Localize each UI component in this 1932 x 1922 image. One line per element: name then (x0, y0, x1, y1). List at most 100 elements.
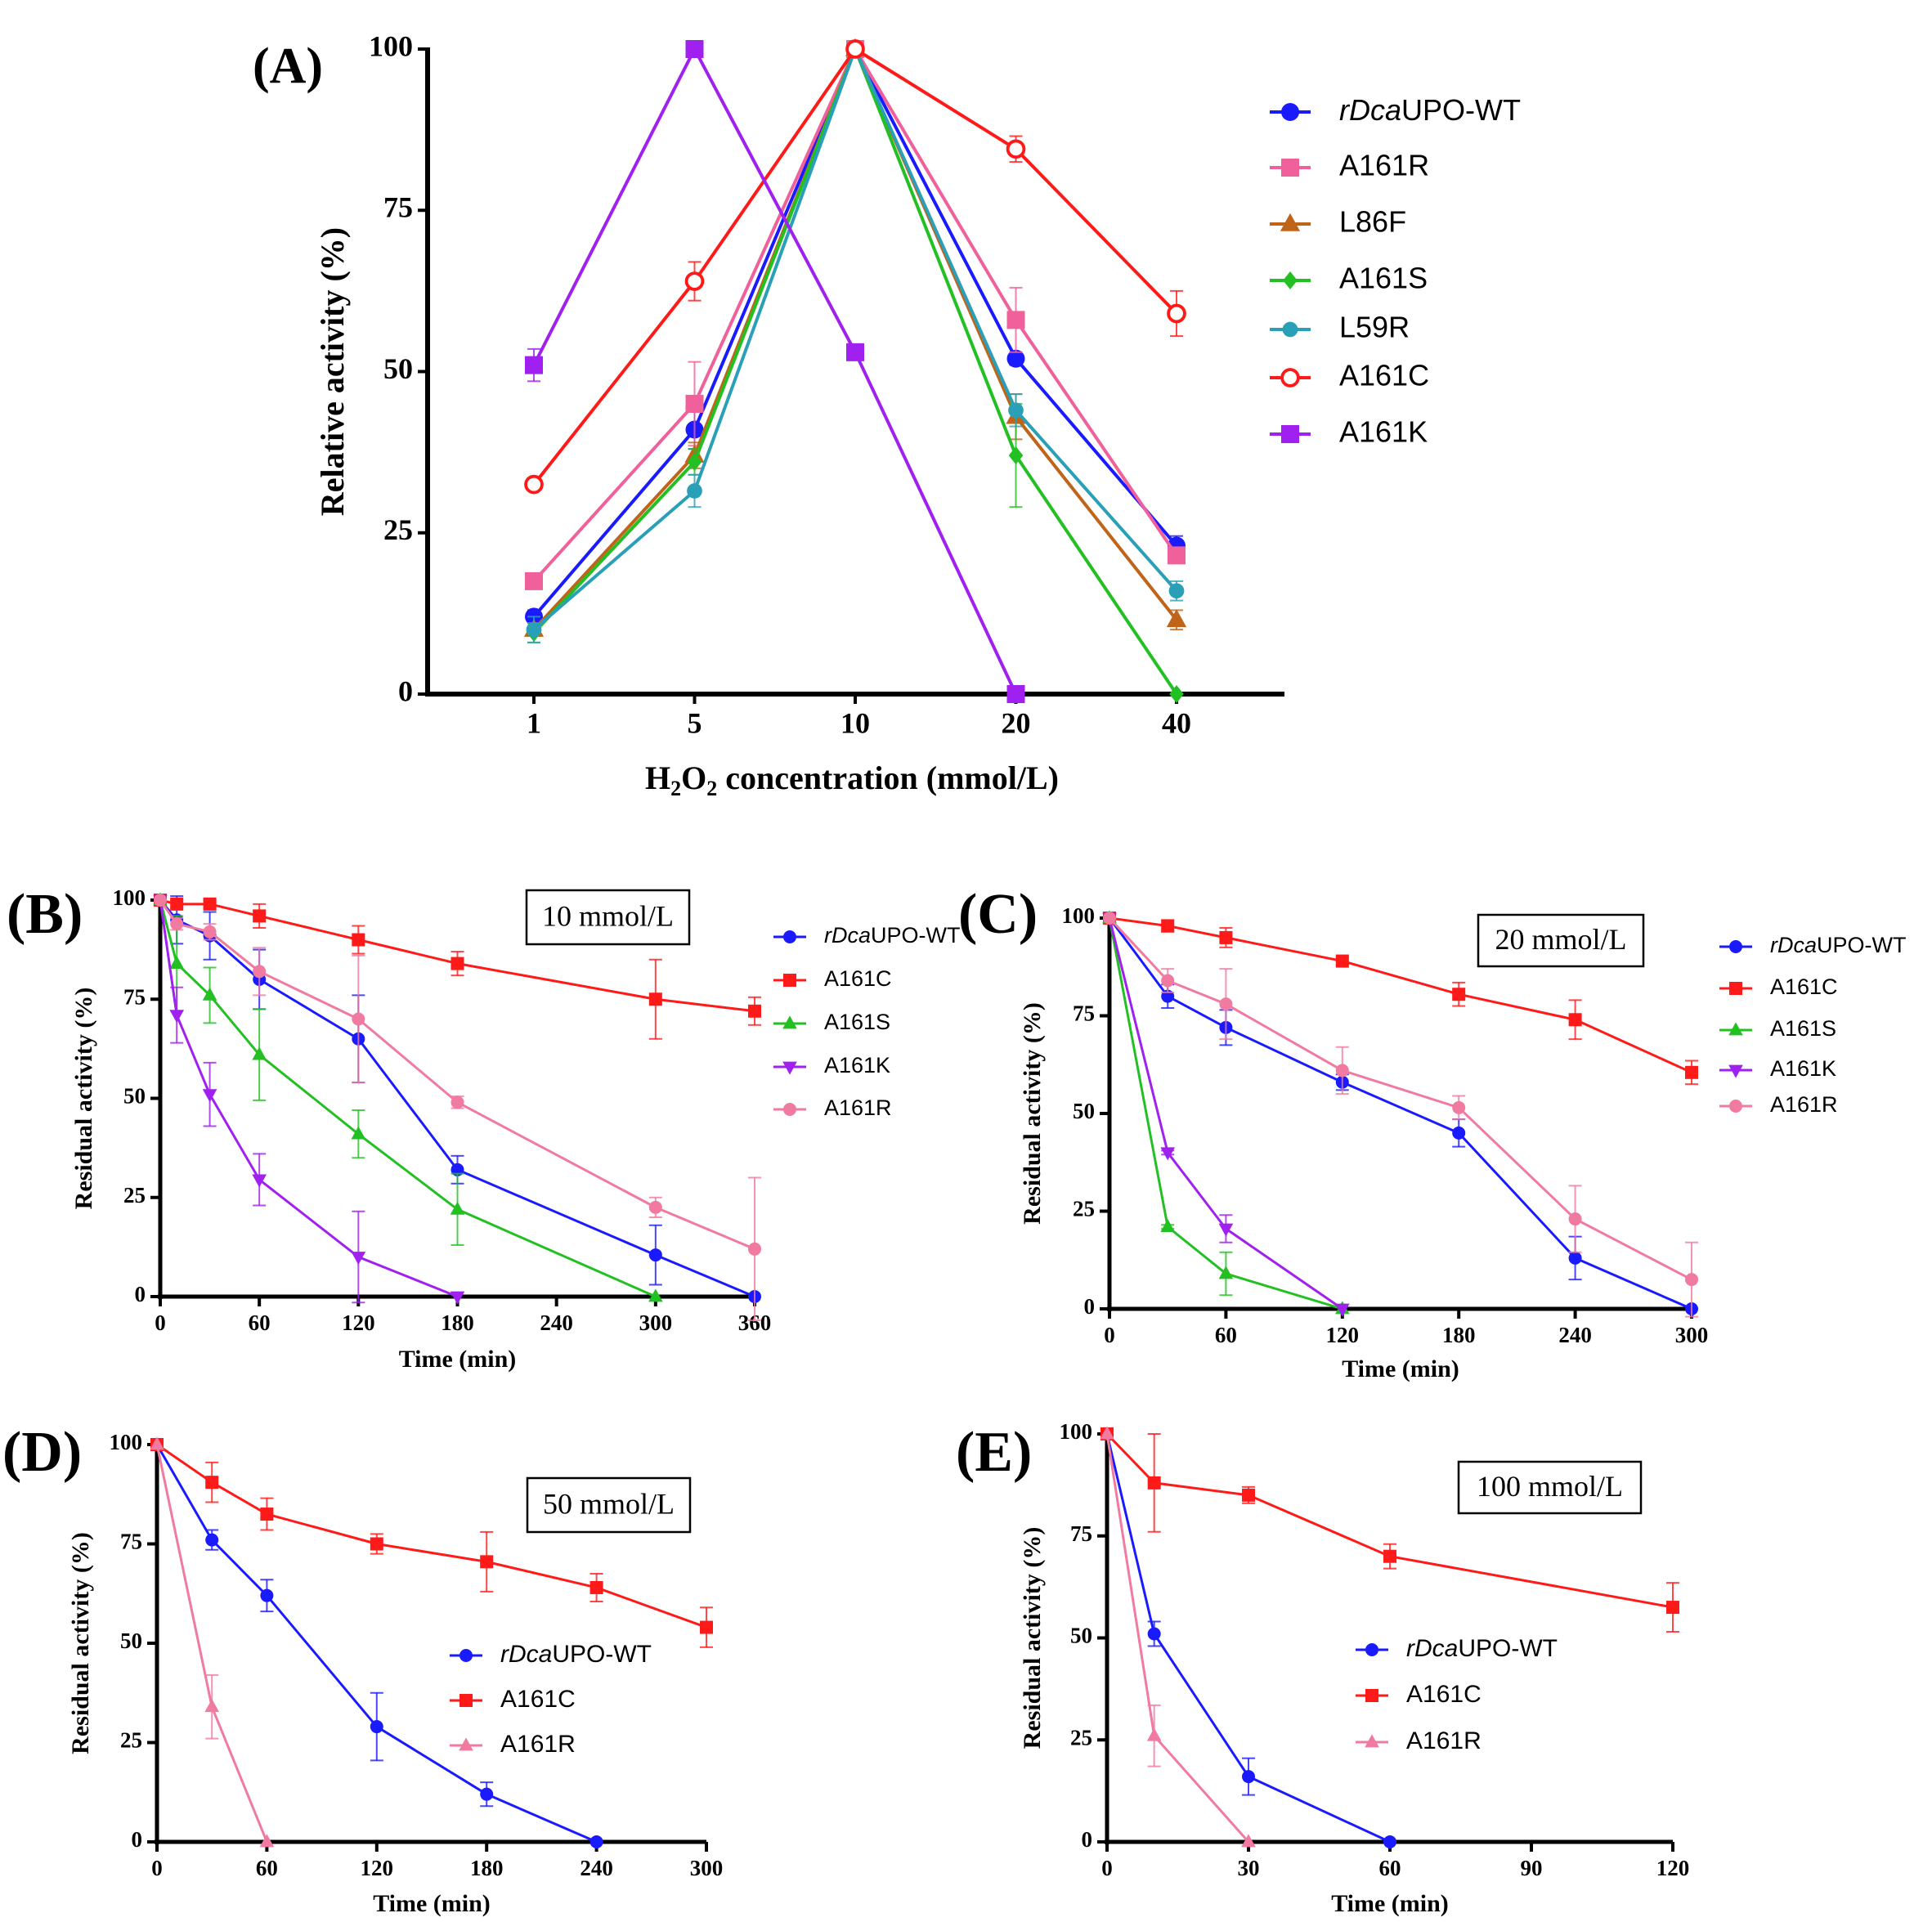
series-a161k (153, 894, 465, 1305)
diamond-marker (1283, 271, 1298, 289)
x-axis-label: Time (min) (399, 1346, 517, 1373)
open-circle-marker (845, 39, 865, 59)
series-a161c (150, 1438, 713, 1648)
circle-marker (1281, 103, 1299, 121)
triangle-marker (252, 1046, 267, 1060)
circle-marker (451, 1095, 464, 1109)
triangle-marker (459, 1737, 473, 1751)
series-line (155, 1444, 598, 1844)
x-tick-label: 300 (690, 1856, 724, 1880)
legend-label-rest: UPO-WT (552, 1641, 652, 1668)
series-line (532, 47, 1018, 695)
x-tick-label: 60 (249, 1310, 271, 1335)
open-circle-marker (684, 271, 705, 291)
series-l59r (526, 41, 1185, 643)
x-tick-label: 120 (1326, 1323, 1360, 1347)
y-tick-label: 0 (1084, 1294, 1096, 1319)
y-tick-label: 50 (383, 352, 413, 385)
square-marker (253, 909, 267, 923)
square-marker (525, 571, 543, 590)
inverted-triangle-marker (782, 1061, 797, 1075)
y-axis-label: Residual activity (%) (1019, 1002, 1046, 1225)
series-line (1105, 1433, 1391, 1844)
x-label-part: concentration (mmol/L) (717, 759, 1059, 796)
axes (1107, 916, 1692, 1311)
legend-item: A161S (1719, 1016, 1836, 1041)
circle-marker (1452, 1126, 1466, 1140)
legend-label: A161C (1406, 1681, 1481, 1708)
circle-marker (1147, 1627, 1161, 1641)
series-l86f (523, 38, 1187, 637)
legend-label: A161C (500, 1686, 576, 1713)
square-marker (370, 1537, 383, 1551)
square-marker (1335, 954, 1349, 968)
circle-marker (1568, 1212, 1582, 1226)
x-tick-label: 40 (1162, 707, 1191, 740)
legend-label: rDcaUPO-WT (1339, 93, 1521, 127)
series-a161c (1100, 1427, 1679, 1633)
x-tick-label: 180 (1442, 1323, 1476, 1347)
series-line (532, 47, 1178, 631)
triangle-marker (169, 956, 184, 969)
inverted-triangle-marker (202, 1089, 217, 1103)
circle-marker (459, 1649, 473, 1662)
square-marker (1281, 159, 1299, 177)
circle-marker (352, 1012, 365, 1026)
inverted-triangle-marker (1335, 1303, 1350, 1317)
y-tick-label: 100 (1060, 1419, 1093, 1444)
circle-marker (1161, 974, 1175, 988)
x-label-sub: 2 (706, 777, 717, 800)
square-marker (1242, 1488, 1255, 1502)
square-marker (1168, 546, 1186, 565)
legend-label: A161R (1406, 1727, 1481, 1754)
hexagon-marker (1168, 583, 1185, 599)
legend-label: rDcaUPO-WT (500, 1641, 652, 1668)
legend-label: A161R (1339, 149, 1429, 182)
open-circle-marker (524, 474, 544, 495)
x-axis-label: Time (min) (1331, 1890, 1449, 1917)
legend-label: A161S (824, 1010, 890, 1034)
series-a161r (150, 1436, 275, 1848)
legend-label: L59R (1339, 311, 1410, 344)
triangle-marker (782, 1015, 797, 1029)
x-label-part: O (681, 759, 706, 796)
triangle-marker (1218, 1266, 1234, 1279)
inverted-triangle-marker (450, 1291, 465, 1305)
circle-marker (370, 1720, 383, 1734)
y-tick-label: 25 (1073, 1197, 1095, 1221)
square-marker (1219, 930, 1233, 944)
legend-label-italic: rDca (1339, 93, 1401, 127)
circle-marker (1219, 997, 1233, 1011)
square-marker (685, 394, 704, 413)
legend-label: A161K (1770, 1056, 1836, 1081)
square-marker (700, 1620, 713, 1634)
concentration-label: 50 mmol/L (543, 1487, 675, 1520)
square-marker (260, 1508, 274, 1521)
legend-label: A161R (500, 1731, 576, 1758)
y-tick-label: 75 (123, 984, 146, 1009)
triangle-marker (450, 1201, 465, 1215)
square-marker (1006, 311, 1025, 329)
circle-marker (1568, 1251, 1582, 1265)
y-tick-label: 0 (132, 1827, 143, 1852)
circle-marker (1365, 1643, 1378, 1656)
square-marker (1685, 1065, 1698, 1079)
x-axis-label: Time (min) (1342, 1355, 1459, 1382)
y-tick-label: 0 (398, 674, 413, 707)
series-a161r (154, 894, 761, 1322)
square-marker (1006, 685, 1025, 703)
panel-label: (D) (2, 1421, 82, 1484)
square-marker (1383, 1549, 1396, 1563)
series-a161s (527, 40, 1184, 703)
series-a161c (524, 39, 1186, 495)
series-line (156, 1443, 707, 1629)
x-tick-label: 0 (1101, 1856, 1113, 1880)
legend-item: rDcaUPO-WT (773, 923, 961, 948)
legend-item: A161C (1719, 974, 1838, 999)
panel-label: (A) (253, 38, 323, 94)
legend-item: rDcaUPO-WT (1719, 933, 1907, 957)
circle-marker (1383, 1835, 1396, 1848)
y-tick-label: 50 (1070, 1624, 1092, 1648)
